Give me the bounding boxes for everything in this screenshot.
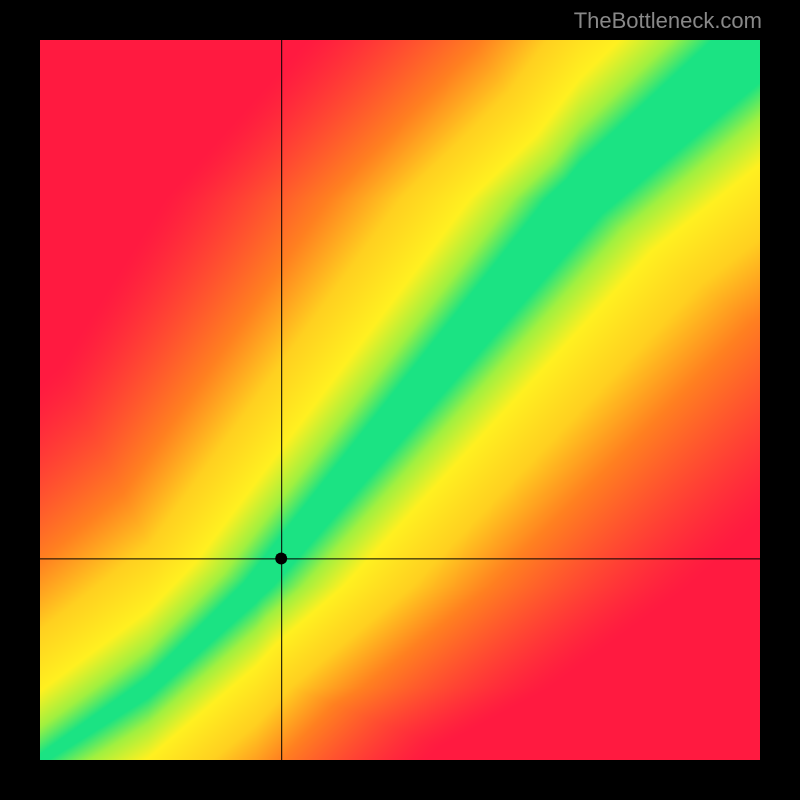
heatmap-canvas (40, 40, 760, 760)
watermark-text: TheBottleneck.com (574, 8, 762, 34)
bottleneck-heatmap (40, 40, 760, 760)
